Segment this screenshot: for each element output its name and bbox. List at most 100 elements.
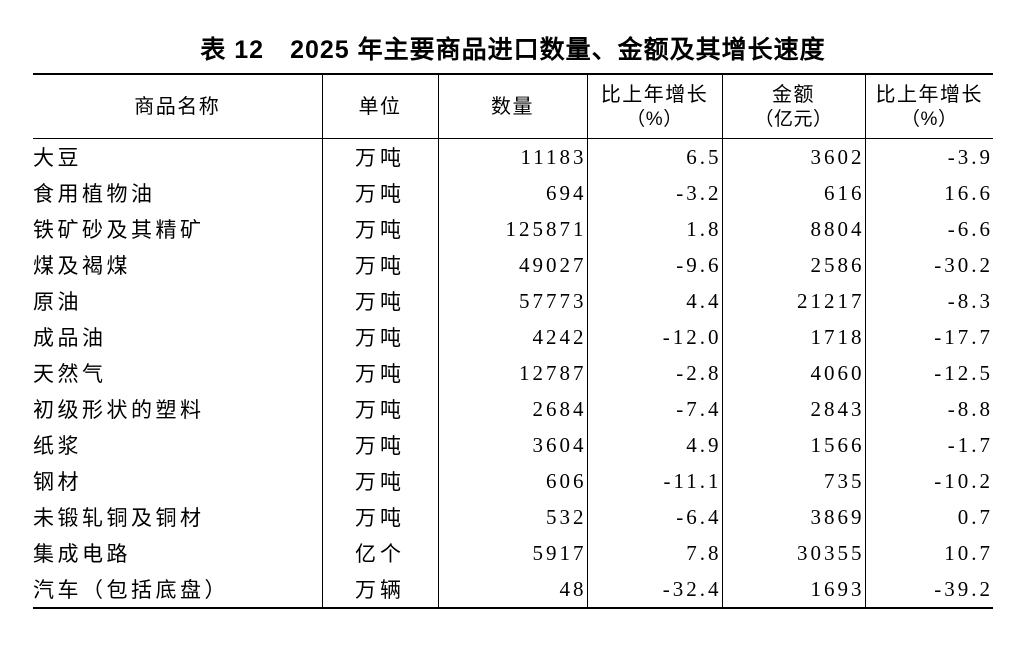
amount-growth-cell: -30.2 [864,247,993,283]
amount-cell: 8804 [721,211,865,247]
quantity-growth-cell: -2.8 [586,355,722,391]
table-row: 天然气 万吨 12787 -2.8 4060 -12.5 [33,355,993,391]
amount-cell: 2843 [721,391,865,427]
amount-cell: 735 [721,463,865,499]
table-title: 表 12 2025 年主要商品进口数量、金额及其增长速度 [200,36,826,64]
quantity-cell: 12787 [437,355,587,391]
quantity-growth-cell: -9.6 [586,247,722,283]
table-body: 大豆 万吨 11183 6.5 3602 -3.9 食用植物油 万吨 694 -3.2 616 16.… [33,138,993,608]
amount-cell: 616 [721,175,865,211]
amount-growth-cell: -17.7 [864,319,993,355]
quantity-growth-cell: 4.9 [586,427,722,463]
unit-cell: 万吨 [321,355,438,391]
commodity-name-cell: 集成电路 [33,542,131,566]
quantity-growth-cell: 6.5 [586,138,722,175]
header-label: 比上年增长 [875,84,983,106]
commodity-name-cell: 食用植物油 [33,182,156,206]
header-label: 数量 [491,95,534,118]
statistical-bulletin-document: 表 12 2025 年主要商品进口数量、金额及其增长速度 商品名称 单位 数量 [33,0,993,609]
header-label: 商品名称 [134,95,221,118]
quantity-growth-cell: 7.8 [586,535,722,571]
unit-cell: 万吨 [321,391,438,427]
quantity-growth-cell: -11.1 [586,463,722,499]
amount-cell: 1693 [721,571,865,608]
quantity-growth-cell: -12.0 [586,319,722,355]
amount-cell: 2586 [721,247,865,283]
quantity-growth-cell: -32.4 [586,571,722,608]
header-label: 单位 [358,95,402,118]
amount-growth-cell: 10.7 [864,535,993,571]
amount-cell: 1566 [721,427,865,463]
quantity-cell: 48 [437,571,587,608]
quantity-cell: 11183 [437,138,587,175]
amount-cell: 3602 [721,138,865,175]
import-commodities-table: 商品名称 单位 数量 比上年增长 （%） 金额 （亿元） 比上年增长 [33,73,993,609]
amount-cell: 30355 [721,535,865,571]
unit-cell: 万吨 [321,138,438,175]
quantity-cell: 694 [437,175,587,211]
amount-cell: 1718 [721,319,865,355]
quantity-growth-cell: 4.4 [586,283,722,319]
quantity-cell: 125871 [437,211,587,247]
header-quantity: 数量 [437,74,587,139]
table-row: 汽车（包括底盘） 万辆 48 -32.4 1693 -39.2 [33,571,993,608]
header-label: 比上年增长 [600,84,709,106]
commodity-name-cell: 大豆 [33,146,82,170]
quantity-cell: 3604 [437,427,587,463]
unit-cell: 万吨 [321,319,438,355]
quantity-cell: 5917 [437,535,587,571]
table-row: 大豆 万吨 11183 6.5 3602 -3.9 [33,138,993,175]
unit-cell: 万吨 [321,499,438,535]
amount-cell: 3869 [721,499,865,535]
header-sublabel: （%） [901,109,958,130]
header-sublabel: （亿元） [754,109,833,130]
commodity-name-cell: 初级形状的塑料 [33,398,205,422]
unit-cell: 万吨 [321,247,438,283]
header-quantity-growth: 比上年增长 （%） [586,74,722,139]
table-row: 纸浆 万吨 3604 4.9 1566 -1.7 [33,427,993,463]
unit-cell: 亿个 [321,535,438,571]
amount-growth-cell: -1.7 [864,427,993,463]
unit-cell: 万吨 [321,427,438,463]
header-label: 金额 [772,84,815,106]
table-row: 铁矿砂及其精矿 万吨 125871 1.8 8804 -6.6 [33,211,993,247]
quantity-growth-cell: -6.4 [586,499,722,535]
unit-cell: 万吨 [321,211,438,247]
quantity-cell: 606 [437,463,587,499]
quantity-cell: 2684 [437,391,587,427]
table-row: 未锻轧铜及铜材 万吨 532 -6.4 3869 0.7 [33,499,993,535]
quantity-growth-cell: -7.4 [586,391,722,427]
table-row: 煤及褐煤 万吨 49027 -9.6 2586 -30.2 [33,247,993,283]
unit-cell: 万吨 [321,175,438,211]
header-amount-growth: 比上年增长 （%） [864,74,993,139]
amount-growth-cell: -10.2 [864,463,993,499]
header-row: 商品名称 单位 数量 比上年增长 （%） 金额 （亿元） 比上年增长 [33,74,993,139]
amount-growth-cell: -8.3 [864,283,993,319]
header-commodity-name: 商品名称 [33,74,322,139]
unit-cell: 万吨 [321,463,438,499]
unit-cell: 万辆 [321,571,438,608]
header-unit: 单位 [321,74,438,139]
amount-growth-cell: 16.6 [864,175,993,211]
table-row: 食用植物油 万吨 694 -3.2 616 16.6 [33,175,993,211]
quantity-cell: 57773 [437,283,587,319]
amount-growth-cell: -6.6 [864,211,993,247]
amount-cell: 21217 [721,283,865,319]
amount-growth-cell: -39.2 [864,571,993,608]
quantity-cell: 4242 [437,319,587,355]
unit-cell: 万吨 [321,283,438,319]
quantity-growth-cell: 1.8 [586,211,722,247]
commodity-name-cell: 未锻轧铜及铜材 [33,506,205,530]
commodity-name-cell: 汽车（包括底盘） [33,578,229,602]
commodity-name-cell: 原油 [33,290,82,314]
table-row: 成品油 万吨 4242 -12.0 1718 -17.7 [33,319,993,355]
commodity-name-cell: 纸浆 [33,434,82,458]
amount-cell: 4060 [721,355,865,391]
commodity-name-cell: 煤及褐煤 [33,254,131,278]
quantity-cell: 532 [437,499,587,535]
quantity-growth-cell: -3.2 [586,175,722,211]
commodity-name-cell: 铁矿砂及其精矿 [33,218,205,242]
commodity-name-cell: 天然气 [33,362,107,386]
table-row: 原油 万吨 57773 4.4 21217 -8.3 [33,283,993,319]
amount-growth-cell: -3.9 [864,138,993,175]
